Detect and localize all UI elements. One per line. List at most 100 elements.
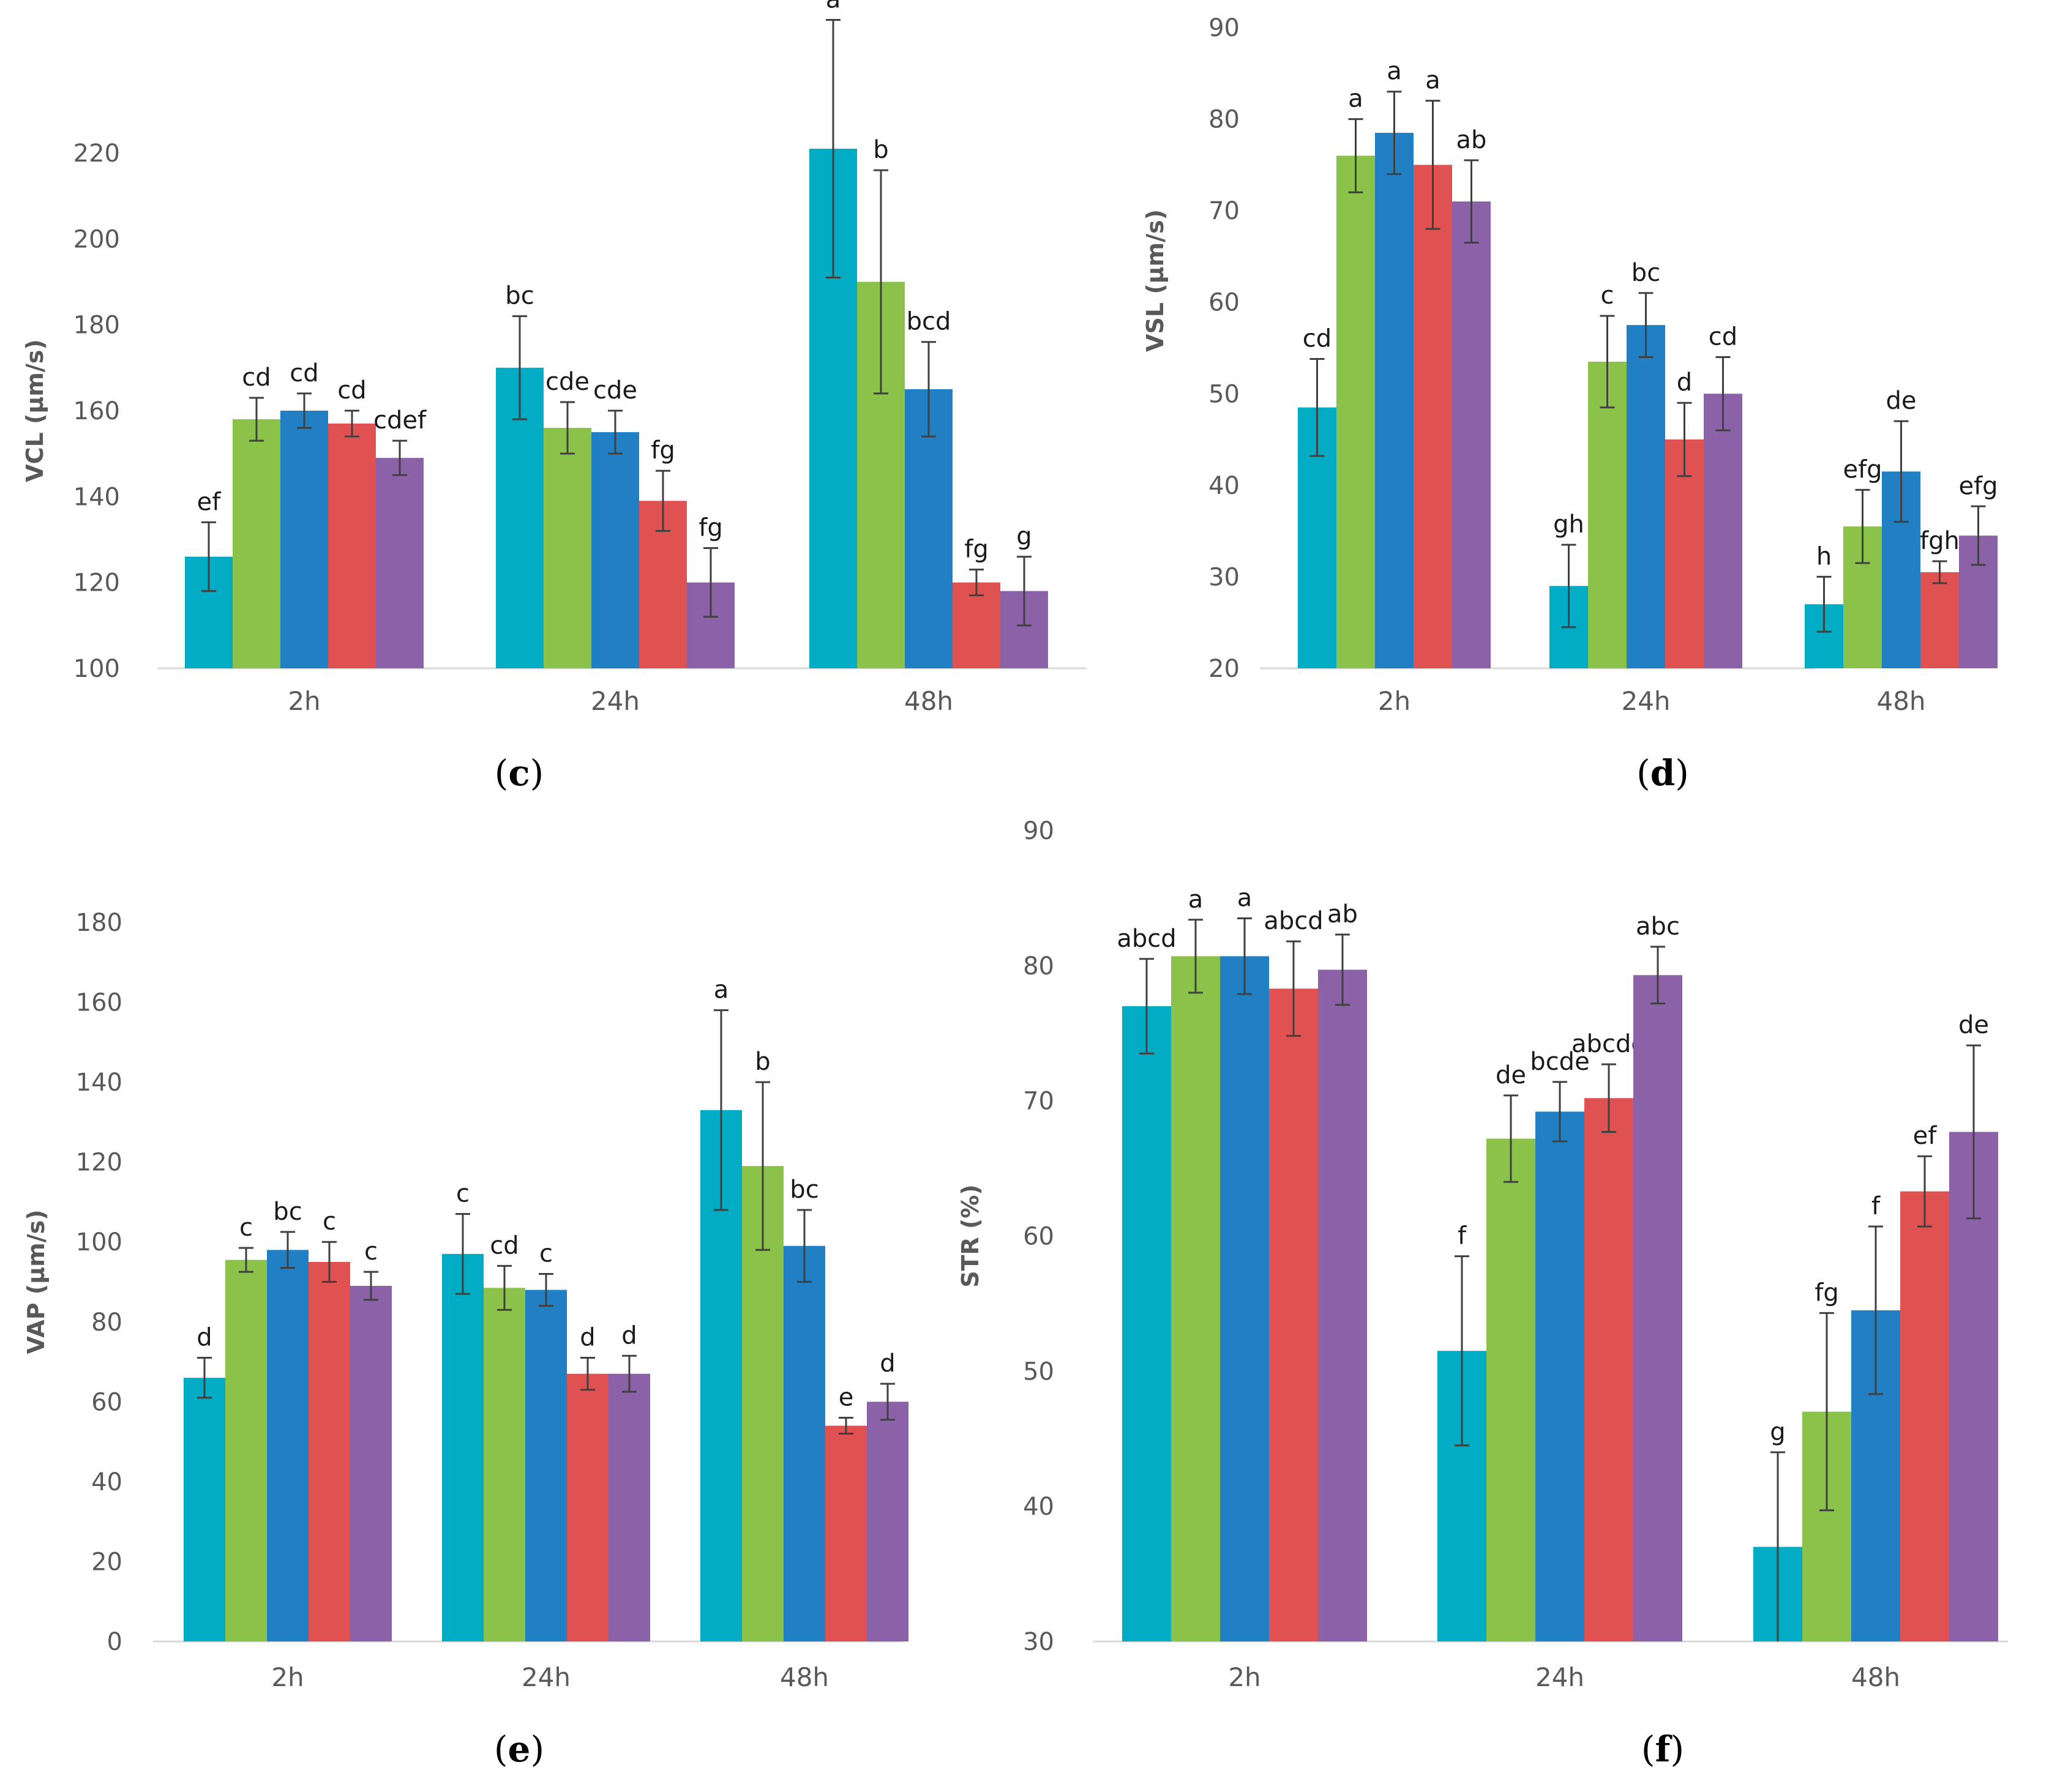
- y-tick-label: 80: [1208, 106, 1240, 134]
- y-axis-title: VSL (μm/s): [1142, 209, 1169, 352]
- y-tick-label: 200: [73, 225, 120, 253]
- significance-label: e: [839, 1383, 854, 1411]
- y-tick-label: 60: [91, 1388, 122, 1416]
- significance-label: abc: [1636, 913, 1680, 941]
- y-tick-label: 50: [1023, 1357, 1054, 1386]
- bar: [1122, 1006, 1171, 1641]
- panel-label: (d): [1636, 752, 1689, 794]
- y-tick-label: 220: [73, 140, 120, 168]
- bar: [350, 1286, 392, 1641]
- y-tick-label: 50: [1208, 380, 1240, 408]
- y-axis-title: STR (%): [957, 1184, 984, 1288]
- bar: [544, 428, 591, 668]
- y-tick-label: 40: [1208, 472, 1240, 500]
- bar: [1920, 572, 1959, 668]
- category-label: 24h: [591, 686, 640, 716]
- significance-label: c: [539, 1239, 553, 1267]
- y-tick-label: 40: [91, 1468, 122, 1496]
- bar: [1452, 201, 1491, 669]
- y-tick-label: 60: [1023, 1223, 1054, 1251]
- significance-label: a: [1425, 67, 1440, 95]
- bar: [1627, 325, 1665, 668]
- category-label: 48h: [780, 1662, 829, 1692]
- category-label: 24h: [1535, 1662, 1584, 1692]
- bar: [1535, 1111, 1584, 1641]
- significance-label: ab: [1456, 126, 1487, 154]
- significance-label: a: [1348, 85, 1363, 113]
- category-label: 48h: [904, 686, 953, 716]
- bar: [591, 432, 639, 668]
- significance-label: bc: [790, 1176, 818, 1204]
- significance-label: ab: [1327, 900, 1358, 928]
- bar: [484, 1288, 525, 1641]
- significance-label: c: [456, 1180, 470, 1208]
- significance-label: d: [1677, 368, 1692, 397]
- bar: [1269, 988, 1318, 1641]
- bar: [1588, 361, 1627, 668]
- significance-label: h: [1816, 542, 1832, 570]
- y-tick-label: 40: [1023, 1493, 1054, 1521]
- significance-label: fgh: [1920, 527, 1960, 555]
- significance-label: bcde: [1530, 1048, 1589, 1076]
- bar: [233, 419, 280, 668]
- bar: [609, 1373, 650, 1641]
- bar: [1375, 133, 1414, 668]
- significance-label: cdef: [373, 406, 427, 435]
- bar: [328, 424, 376, 668]
- significance-label: g: [1770, 1418, 1785, 1446]
- significance-label: ef: [197, 488, 222, 516]
- significance-label: fg: [699, 514, 722, 542]
- panel-label: (c): [495, 752, 544, 794]
- bar: [1414, 165, 1452, 668]
- y-tick-label: 180: [76, 909, 122, 937]
- panel-label: (e): [494, 1728, 544, 1770]
- y-tick-label: 160: [73, 397, 120, 425]
- category-label: 2h: [1228, 1662, 1260, 1692]
- bar: [1171, 956, 1220, 1641]
- significance-label: cd: [242, 364, 271, 392]
- y-tick-label: 30: [1023, 1628, 1054, 1656]
- significance-label: abcd: [1264, 907, 1323, 935]
- significance-label: efg: [1958, 472, 1998, 500]
- significance-label: a: [1387, 58, 1402, 86]
- y-tick-label: 90: [1023, 817, 1054, 845]
- y-tick-label: 100: [76, 1228, 122, 1256]
- bar: [1486, 1138, 1535, 1641]
- bar: [867, 1402, 908, 1641]
- bar: [267, 1250, 309, 1641]
- significance-label: de: [1496, 1061, 1526, 1089]
- category-label: 2h: [288, 686, 320, 716]
- category-label: 24h: [522, 1662, 571, 1692]
- significance-label: ef: [1913, 1122, 1938, 1150]
- bar: [525, 1290, 567, 1641]
- bar: [1665, 439, 1704, 668]
- y-tick-label: 20: [91, 1548, 122, 1576]
- significance-label: gh: [1553, 510, 1584, 539]
- y-tick-label: 0: [107, 1628, 122, 1656]
- category-label: 2h: [271, 1662, 304, 1692]
- significance-label: a: [826, 0, 841, 13]
- significance-label: bc: [1631, 259, 1660, 287]
- y-tick-label: 80: [91, 1309, 122, 1337]
- significance-label: d: [580, 1324, 595, 1352]
- significance-label: cd: [1709, 323, 1737, 351]
- significance-label: cd: [290, 359, 318, 387]
- significance-label: cd: [1303, 324, 1332, 353]
- significance-label: c: [1601, 282, 1614, 310]
- significance-label: c: [323, 1208, 336, 1236]
- category-label: 48h: [1851, 1662, 1900, 1692]
- bar: [784, 1245, 825, 1641]
- significance-label: d: [880, 1350, 895, 1378]
- bar: [225, 1260, 267, 1641]
- bar: [280, 411, 328, 668]
- category-label: 48h: [1876, 686, 1925, 716]
- category-label: 24h: [1621, 686, 1670, 716]
- bar: [1584, 1098, 1633, 1641]
- y-tick-label: 60: [1208, 289, 1240, 317]
- significance-label: f: [1458, 1222, 1467, 1250]
- y-tick-label: 120: [76, 1149, 122, 1177]
- y-tick-label: 30: [1208, 563, 1240, 591]
